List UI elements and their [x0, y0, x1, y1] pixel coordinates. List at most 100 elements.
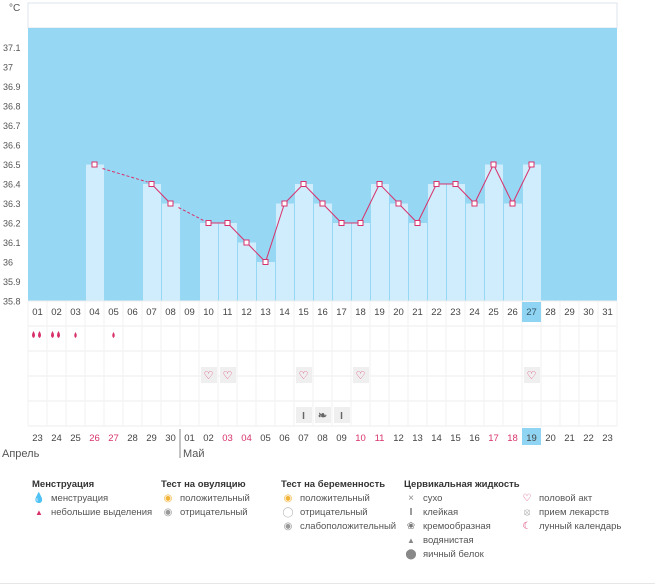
day-label: 04: [89, 307, 100, 318]
ovulation-negative-icon: ◉: [163, 507, 173, 518]
temp-bar: [295, 184, 313, 301]
bottom-divider: [0, 583, 655, 584]
menstruation-drop-icon: [57, 331, 60, 338]
temperature-bars: [86, 164, 541, 301]
sticky-icon: I: [340, 411, 343, 422]
legend-cervical-title: Цервикальная жидкость: [404, 479, 520, 490]
event-rows: ♡ ♡ ♡ ♡ ♡ I ❧ I: [32, 331, 540, 423]
y-tick-label: 36.3: [3, 199, 21, 209]
legend-item: ◯ отрицательный: [281, 506, 396, 520]
temp-segment: [322, 203, 342, 224]
temp-bar: [219, 223, 237, 301]
temp-point: [357, 220, 364, 226]
fluid-cell-bg: [334, 407, 350, 423]
day-label: 23: [450, 307, 461, 318]
month-label-april: Апрель: [2, 448, 40, 460]
heart-cell-bg: [524, 367, 540, 383]
cal-day-label: 04: [241, 433, 252, 444]
temp-segment: [360, 183, 380, 224]
temp-segment: [227, 222, 247, 243]
sticky-icon: I: [302, 411, 305, 422]
temp-segment: [493, 164, 513, 204]
day-label: 16: [317, 307, 328, 318]
legend-label: водянистая: [423, 535, 474, 546]
heart-cell-bg: [220, 367, 236, 383]
day-label: 24: [469, 307, 480, 318]
temp-segment: [284, 183, 304, 204]
temp-point: [433, 181, 440, 187]
temp-point: [319, 200, 326, 207]
temp-point: [338, 220, 345, 226]
heart-icon: ♡: [522, 493, 532, 504]
fluid-cell-bg: [296, 407, 312, 423]
cal-day-label: 08: [317, 433, 328, 444]
y-tick-label: 35.8: [3, 297, 21, 307]
day-label: 22: [431, 307, 442, 318]
cal-day-label: 15: [450, 433, 461, 444]
temp-point: [224, 220, 231, 226]
legend-label: положительный: [180, 493, 250, 504]
cal-day-label: 14: [431, 433, 442, 444]
temp-point: [243, 239, 250, 246]
day-label: 30: [583, 307, 594, 318]
day-label: 05: [108, 307, 119, 318]
temp-bar: [447, 184, 465, 301]
cal-day-label: 06: [279, 433, 290, 444]
legend: Менструация 💧 менструация ▲ небольшие выде…: [0, 478, 655, 578]
legend-pregnancy: Тест на беременность ◉ положительный ◯ отр…: [281, 478, 396, 534]
legend-item: ⬤ яичный белок: [404, 548, 520, 562]
heart-cell-bg: [296, 367, 312, 383]
cal-day-label: 12: [393, 433, 404, 444]
temp-point: [490, 161, 497, 168]
cal-day-label: 27: [108, 433, 119, 444]
moon-icon: ☾: [522, 521, 532, 532]
cal-day-label: 23: [32, 433, 43, 444]
day-label: 19: [374, 307, 385, 318]
temp-bar: [485, 164, 503, 301]
legend-item: ♡ половой акт: [520, 492, 621, 506]
heart-icon: ♡: [356, 370, 366, 382]
temp-segment: [398, 203, 418, 224]
y-tick-label: 36.1: [3, 238, 21, 248]
legend-label: половой акт: [539, 493, 593, 504]
day-label: 02: [51, 307, 62, 318]
legend-item: ▲ водянистая: [404, 534, 520, 548]
menstruation-drop-icon: [38, 331, 41, 338]
y-unit-label: °C: [9, 3, 20, 14]
legend-label: отрицательный: [180, 507, 248, 518]
legend-item: ☾ лунный календарь: [520, 520, 622, 534]
heart-icon: ♡: [299, 370, 309, 382]
temp-bar: [238, 242, 256, 301]
y-tick-label: 37: [3, 63, 13, 73]
legend-ovulation: Тест на овуляцию ◉ положительный ◉ отрицат…: [161, 478, 250, 520]
cal-day-label: 07: [298, 433, 309, 444]
heart-icon: ♡: [204, 370, 214, 382]
temp-bar: [86, 164, 104, 301]
temp-segment: [151, 183, 171, 204]
calendar-day-labels: 23 24 25 26 27 28 29 30 01 02 03 04 05 06 07 08 09 10 11 12…: [32, 428, 613, 445]
temp-bar: [314, 203, 332, 301]
y-tick-label: 36: [3, 258, 13, 268]
day-label: 31: [602, 307, 613, 318]
cal-day-label: 29: [146, 433, 157, 444]
day-label: 06: [127, 307, 138, 318]
temp-segment: [417, 183, 437, 224]
day-label: 01: [32, 307, 43, 318]
cal-day-label: 09: [336, 433, 347, 444]
day-label: 26: [507, 307, 518, 318]
y-tick-label: 36.9: [3, 82, 21, 92]
menstruation-drop-icon: [32, 331, 35, 338]
cal-day-label: 18: [507, 433, 518, 444]
temp-bar: [352, 223, 370, 301]
y-tick-label: 36.7: [3, 121, 21, 131]
cal-day-label: 16: [469, 433, 480, 444]
cal-day-label: 23: [602, 433, 613, 444]
day-label: 10: [203, 307, 214, 318]
highlight-cal-cell: [522, 428, 541, 445]
temp-bar: [162, 203, 180, 301]
dry-icon: ×: [408, 493, 414, 504]
legend-label: отрицательный: [300, 507, 368, 518]
legend-label: положительный: [300, 493, 370, 504]
legend-label: слабоположительный: [300, 521, 397, 532]
legend-label: менструация: [51, 493, 109, 504]
